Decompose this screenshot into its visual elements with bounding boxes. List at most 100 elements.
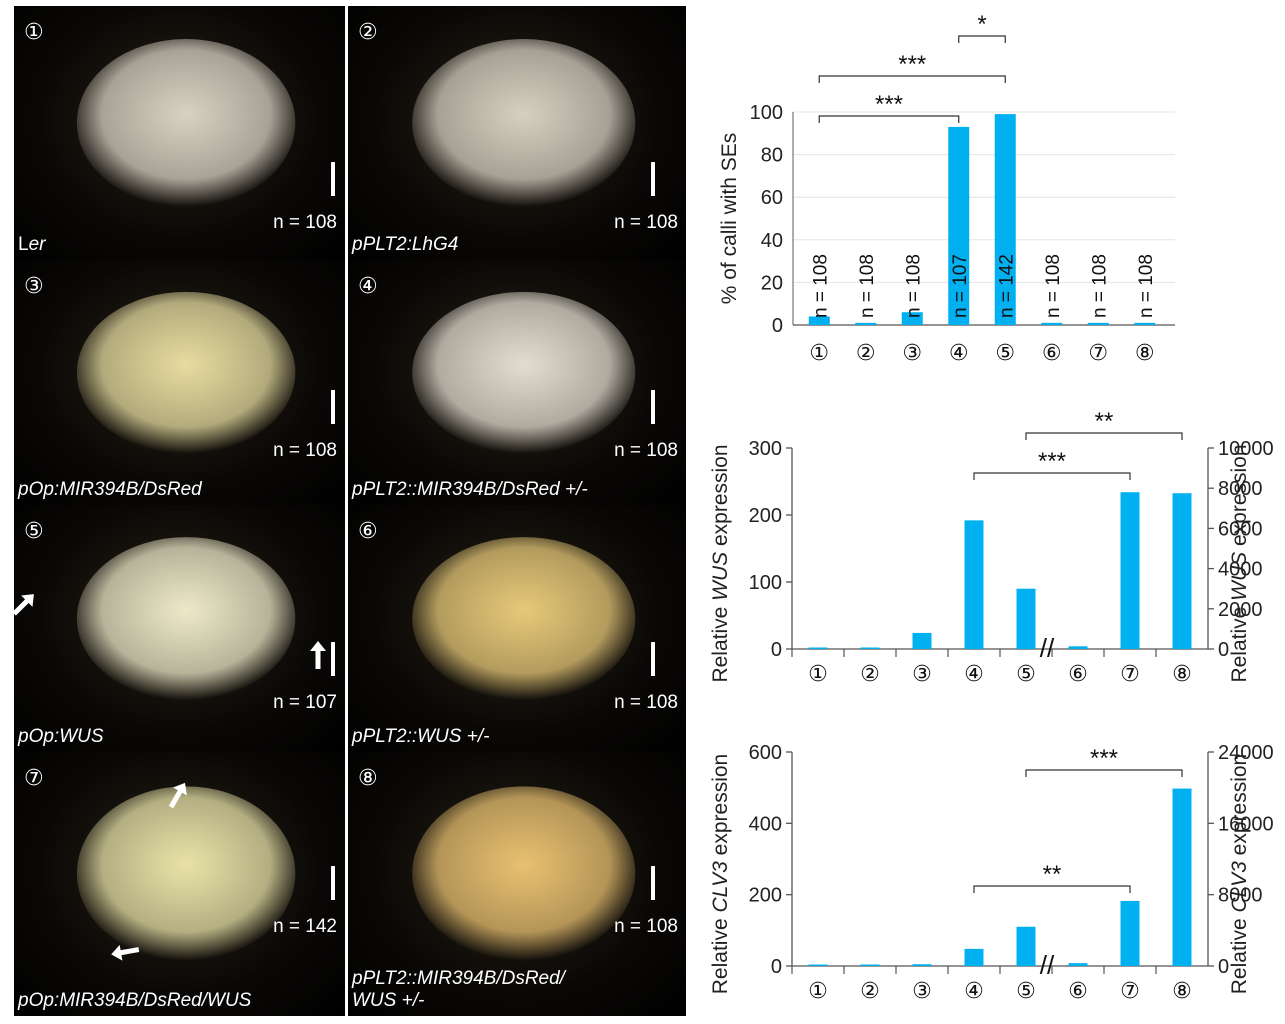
- scale-bar: [651, 390, 655, 424]
- bar-6: [1041, 322, 1063, 325]
- bar-label: n = 108: [1089, 254, 1110, 318]
- bar-6: [1068, 963, 1088, 966]
- right-y-tick-label: 0: [1218, 956, 1229, 978]
- right-y-axis-label: Relative WUS expression: [1228, 444, 1251, 682]
- x-tick-label: ⑦: [1120, 979, 1140, 1004]
- panel-sample-size: n = 108: [614, 212, 678, 233]
- left-y-tick-label: 200: [749, 505, 782, 527]
- bar-4: [948, 126, 970, 325]
- photo-panel-1: ① n = 108 Ler: [14, 6, 345, 260]
- x-tick-label: ⑤: [1016, 979, 1036, 1004]
- scale-bar: [651, 642, 655, 676]
- x-tick-label: ①: [808, 662, 828, 687]
- x-tick-label: ②: [860, 979, 880, 1004]
- x-tick-label: ⑥: [1068, 979, 1088, 1004]
- x-tick-label: ⑥: [1042, 341, 1062, 366]
- callus-image: [412, 291, 636, 454]
- arrow-icon: [310, 641, 326, 669]
- bar-1: [808, 964, 828, 966]
- significance-bracket: [1025, 769, 1183, 777]
- significance-label: **: [1043, 861, 1062, 888]
- arrow-icon: [111, 944, 140, 961]
- right-y-tick-label: 16000: [1218, 813, 1274, 835]
- y-axis-label: % of calli with SEs: [718, 133, 741, 305]
- bar-label: n = 108: [903, 254, 924, 318]
- callus-image: [76, 291, 296, 454]
- x-tick-label: ⑤: [995, 341, 1015, 366]
- right-y-axis-label: Relative CLV3 expression: [1228, 754, 1251, 994]
- left-y-tick-label: 0: [771, 639, 782, 661]
- panel-sample-size: n = 108: [273, 440, 337, 461]
- significance-label: ***: [1038, 448, 1066, 475]
- x-tick-label: ④: [949, 341, 969, 366]
- bar-5: [1016, 926, 1036, 966]
- photo-panel-3: ③ n = 108 pOp:MIR394B/DsRed: [14, 260, 345, 505]
- x-tick-label: ②: [860, 662, 880, 687]
- bar-label: n = 108: [857, 254, 878, 318]
- significance-bracket: [1025, 432, 1183, 440]
- left-y-axis-label: Relative WUS expression: [709, 444, 732, 682]
- callus-image: [76, 537, 296, 701]
- x-tick-label: ⑦: [1120, 662, 1140, 687]
- bar-7: [1087, 322, 1109, 325]
- bar-label: n = 108: [1136, 254, 1157, 318]
- x-tick-label: ⑧: [1172, 662, 1192, 687]
- panel-number: ⑦: [24, 766, 44, 791]
- x-tick-label: ⑧: [1172, 979, 1192, 1004]
- x-tick-label: ④: [964, 979, 984, 1004]
- scale-bar: [651, 162, 655, 196]
- wus-expression-chart: 01002003000200040006000800010000Relative…: [709, 408, 1274, 687]
- x-tick-label: ①: [808, 979, 828, 1004]
- panel-genotype: pPLT2::WUS +/-: [352, 726, 490, 747]
- bar-label: n = 108: [1043, 254, 1064, 318]
- callus-image: [412, 39, 636, 207]
- arrow-icon: [12, 594, 34, 616]
- x-tick-label: ⑦: [1088, 341, 1108, 366]
- bar-1: [808, 647, 828, 649]
- left-y-tick-label: 600: [749, 742, 782, 764]
- bar-label: n = 142: [996, 254, 1017, 318]
- bar-5: [994, 114, 1016, 325]
- panel-number: ③: [24, 274, 44, 299]
- panel-genotype: pPLT2::MIR394B/DsRed +/-: [352, 479, 588, 500]
- significance-bracket: [818, 75, 1006, 83]
- bar-8: [1172, 788, 1192, 966]
- bar-3: [912, 964, 932, 966]
- bar-7: [1120, 900, 1140, 966]
- panel-genotype: pOp:WUS: [18, 726, 104, 747]
- significance-bracket: [973, 472, 1131, 480]
- scale-bar: [331, 642, 335, 676]
- panel-sample-size: n = 108: [614, 916, 678, 937]
- panel-number: ②: [358, 20, 378, 45]
- arrow-icon: [168, 782, 187, 809]
- axis-break: //: [1040, 950, 1055, 980]
- left-y-tick-label: 0: [771, 956, 782, 978]
- right-y-tick-label: 2000: [1218, 599, 1263, 621]
- photo-panel-2: ② n = 108 pPLT2:LhG4: [348, 6, 686, 260]
- scale-bar: [651, 866, 655, 900]
- panel-sample-size: n = 108: [614, 440, 678, 461]
- y-tick-label: 40: [761, 230, 783, 252]
- significance-label: ***: [898, 51, 926, 78]
- axis-break: //: [1040, 633, 1055, 663]
- bar-2: [860, 964, 880, 966]
- bar-6: [1068, 646, 1088, 649]
- significance-label: ***: [875, 91, 903, 118]
- right-y-tick-label: 0: [1218, 639, 1229, 661]
- left-y-tick-label: 300: [749, 438, 782, 460]
- panel-number: ⑥: [358, 519, 378, 544]
- scale-bar: [331, 866, 335, 900]
- significance-label: **: [1095, 408, 1114, 435]
- significance-label: ***: [1090, 745, 1118, 772]
- panel-genotype: pPLT2:LhG4: [352, 234, 459, 255]
- significance-label: *: [977, 11, 986, 38]
- panel-sample-size: n = 142: [273, 916, 337, 937]
- right-y-tick-label: 4000: [1218, 559, 1263, 581]
- y-tick-label: 0: [772, 315, 783, 337]
- panel-genotype: pPLT2::MIR394B/DsRed/ WUS +/-: [352, 968, 565, 1011]
- se-percentage-chart: 0 20 40 60 80 100 % of calli with SEs n = 108 ① n…: [718, 11, 1175, 366]
- right-y-tick-label: 10000: [1218, 438, 1274, 460]
- callus-image: [76, 786, 296, 961]
